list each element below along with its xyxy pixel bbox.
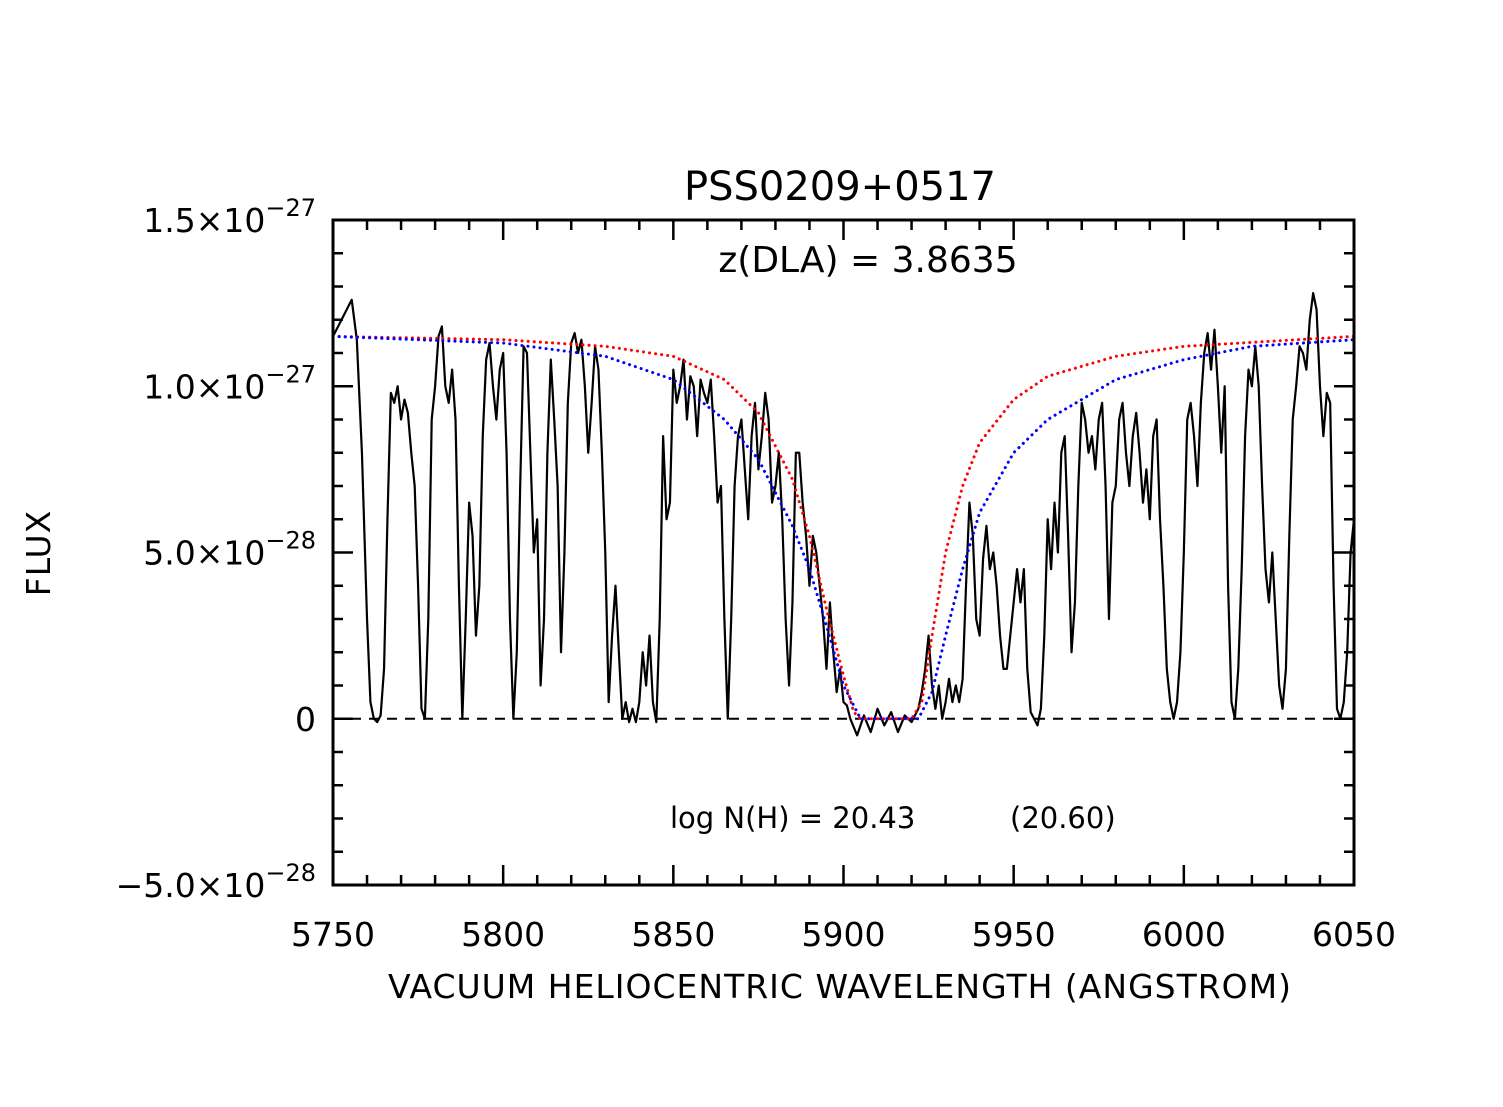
annotation: (20.60) xyxy=(1010,801,1116,835)
x-tick-label: 5850 xyxy=(631,915,715,954)
annotation: log N(H) = 20.43 xyxy=(670,801,915,835)
model-line xyxy=(333,334,1354,721)
x-tick-label: 6050 xyxy=(1312,915,1396,954)
x-tick-label: 5800 xyxy=(461,915,545,954)
y-tick-label: 5.0×10−28 xyxy=(143,527,316,573)
x-tick-label: 6000 xyxy=(1142,915,1226,954)
x-tick-label: 5950 xyxy=(972,915,1056,954)
y-tick-label: 1.0×10−27 xyxy=(143,360,316,406)
plot-frame xyxy=(331,218,1356,887)
x-axis-label: VACUUM HELIOCENTRIC WAVELENGTH (ANGSTROM… xyxy=(388,967,1292,1006)
model-line xyxy=(333,334,1354,721)
annotation: z(DLA) = 3.8635 xyxy=(718,240,1017,281)
x-tick-label: 5750 xyxy=(291,915,375,954)
y-tick-label: −5.0×10−28 xyxy=(116,859,316,905)
y-axis-label: FLUX xyxy=(19,510,58,596)
y-tick-label: 1.5×10−27 xyxy=(143,194,316,240)
y-tick-label: 0 xyxy=(295,700,316,739)
spectrum-line xyxy=(333,292,1354,737)
chart-title: PSS0209+0517 xyxy=(684,164,996,210)
x-tick-label: 5900 xyxy=(802,915,886,954)
